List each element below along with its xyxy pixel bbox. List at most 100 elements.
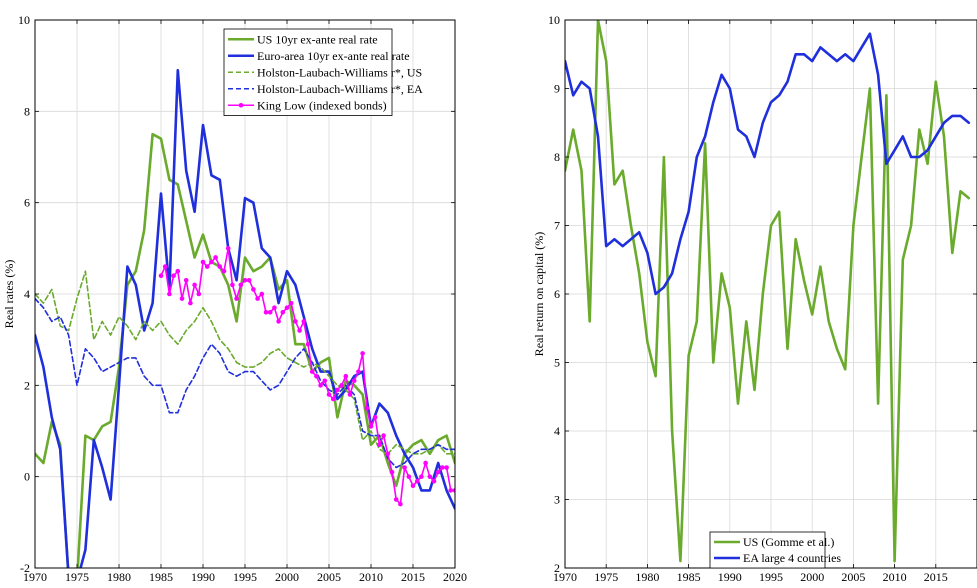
series-5-point-70 (452, 488, 455, 493)
series-5-point-44 (343, 373, 349, 379)
series-5-point-54 (385, 451, 391, 457)
series-5-point-32 (293, 319, 298, 324)
series-5-point-52 (377, 442, 382, 448)
series-5-point-22 (251, 287, 256, 292)
series-5-point-53 (381, 433, 386, 438)
x-tick-label-1990: 1990 (718, 570, 742, 584)
series-5-point-40 (326, 392, 332, 397)
x-tick-label-2015: 2015 (924, 570, 948, 584)
series-5-point-60 (410, 483, 416, 489)
series-5-point-7 (188, 300, 193, 306)
series-5-point-43 (339, 383, 344, 388)
series-5-point-18 (234, 296, 239, 301)
y-tick-label-8: 8 (554, 150, 560, 164)
series-5-point-14 (217, 264, 223, 269)
series-5-point-28 (276, 319, 281, 324)
series-5-point-3 (171, 273, 176, 279)
series-5-point-47 (356, 369, 361, 374)
series-5-point-2 (167, 291, 172, 297)
series-5-point-13 (213, 255, 218, 260)
chart-1: 1970 1975 1980 1985 1990 1995 2000 2005 2010 2015… (2, 13, 467, 584)
y-tick-label-10: 10 (548, 13, 560, 27)
series-5-point-24 (259, 291, 265, 297)
series-5-point-30 (284, 305, 290, 311)
ticks (34, 19, 456, 569)
ticks (564, 19, 977, 569)
legend-entry-2: EA large 4 countries (743, 551, 841, 565)
series-5-point-6 (183, 278, 189, 283)
x-tick-label-1995: 1995 (233, 570, 257, 584)
x-tick-label-2000: 2000 (800, 570, 824, 584)
series-5-point-45 (347, 392, 353, 397)
series-5-point-8 (192, 282, 197, 288)
series-5-point-21 (246, 278, 252, 283)
series-5-point-19 (238, 282, 244, 288)
x-tick-label-1995: 1995 (759, 570, 783, 584)
series-5-point-4 (175, 268, 181, 274)
series-5-point-41 (330, 396, 336, 402)
legend-entry-2: Euro-area 10yr ex-ante real rate (257, 49, 410, 63)
series-5-point-38 (318, 383, 323, 388)
legend: US 10yr ex-ante real rate Euro-area 10yr … (223, 28, 423, 116)
x-tick-label-1985: 1985 (677, 570, 701, 584)
series-5-point-23 (255, 296, 260, 301)
series-5-point-10 (200, 259, 206, 265)
legend-entry-1: US 10yr ex-ante real rate (257, 32, 378, 46)
x-tick-label-1990: 1990 (191, 570, 215, 584)
y-tick-label-10: 10 (18, 13, 30, 27)
series-5-point-65 (431, 478, 437, 484)
series-1-line (35, 132, 455, 568)
series-5-point-37 (314, 373, 319, 379)
legend-marker-5 (238, 102, 244, 108)
series-5-point-57 (398, 501, 403, 507)
y-tick-label-0: 0 (24, 470, 30, 484)
legend-box (709, 531, 826, 569)
series-5-point-62 (419, 474, 424, 479)
series-group (565, 20, 971, 563)
x-tick-label-2000: 2000 (275, 570, 299, 584)
x-tick-label-1970: 1970 (553, 570, 577, 584)
series-5-point-50 (368, 424, 374, 429)
x-tick-label-1970: 1970 (23, 570, 47, 584)
series-5-point-26 (267, 309, 273, 315)
series-5-point-27 (272, 305, 277, 311)
y-tick-label-2: 2 (24, 378, 30, 392)
legend-entry-3: Holston-Laubach-Williams r*, US (257, 65, 422, 79)
series-5-point-46 (351, 378, 357, 384)
y-tick-label-2: 2 (554, 561, 560, 575)
series-5-point-49 (364, 405, 370, 411)
series-5-point-63 (423, 460, 428, 466)
series-5-point-12 (209, 259, 214, 265)
series-5-point-58 (402, 465, 407, 470)
series-5-point-25 (263, 309, 269, 315)
series-2-line (565, 32, 971, 296)
chart-2: 1970 1975 1980 1985 1990 1995 2000 2005 2010 2015… (532, 13, 977, 584)
y-tick-label--2: -2 (20, 561, 30, 575)
y-tick-label-8: 8 (24, 104, 30, 118)
x-tick-label-2010: 2010 (359, 570, 383, 584)
x-tick-label-2015: 2015 (401, 570, 425, 584)
series-2-line (35, 68, 455, 568)
legend-entry-4: Holston-Laubach-Williams r*, EA (257, 82, 423, 96)
series-5-point-0 (158, 273, 164, 279)
series-5-point-42 (335, 387, 340, 393)
y-axis-label: Real return on capital (%) (532, 232, 546, 357)
series-5-point-66 (435, 469, 441, 475)
series-5-point-56 (393, 497, 399, 502)
series-5-point-15 (221, 268, 227, 274)
series-5-point-29 (280, 309, 286, 315)
x-tick-label-2005: 2005 (317, 570, 341, 584)
x-tick-label-2020: 2020 (443, 570, 467, 584)
series-5-point-69 (448, 488, 454, 493)
series-5-point-9 (196, 291, 202, 297)
series-5-point-33 (297, 328, 302, 333)
series-5-point-17 (230, 282, 235, 288)
series-4-line (35, 297, 455, 469)
series-5-point-36 (309, 369, 315, 374)
y-tick-label-9: 9 (554, 82, 560, 96)
series-5-point-39 (322, 378, 328, 384)
series-5-point-59 (406, 474, 412, 479)
series-5-point-35 (305, 341, 311, 347)
series-5-point-51 (372, 415, 378, 420)
